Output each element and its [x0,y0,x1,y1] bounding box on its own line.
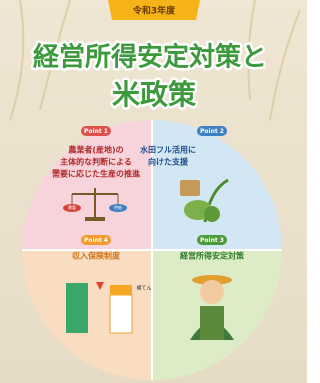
title-line2: 米政策 [112,78,196,111]
point-text: 主体的な判断による [60,157,132,167]
point-text: 経営所得安定対策 [180,251,245,261]
scale-right: 供給 [114,204,122,210]
scale-left: 需要 [68,204,76,210]
point-text: 水田フル活用に [139,145,196,155]
point-label: Point 2 [200,128,224,135]
point-label: Point 3 [200,237,224,244]
point-label: Point 4 [84,237,108,244]
title-line1: 経営所得安定対策と [33,42,267,73]
point-text: 向けた支援 [148,157,189,167]
bar-label: 補てん [136,285,151,292]
year: 令和3年度 [132,5,176,17]
poster: 令和3年度 経営所得安定対策と 米政策 需要 供給 補てん [0,0,307,383]
point-text: 収入保険制度 [72,251,121,261]
point-text: 需要に応じた生産の推進 [52,169,140,179]
point-label: Point 1 [84,128,108,135]
point-text: 農業者(産地)の [68,145,123,155]
